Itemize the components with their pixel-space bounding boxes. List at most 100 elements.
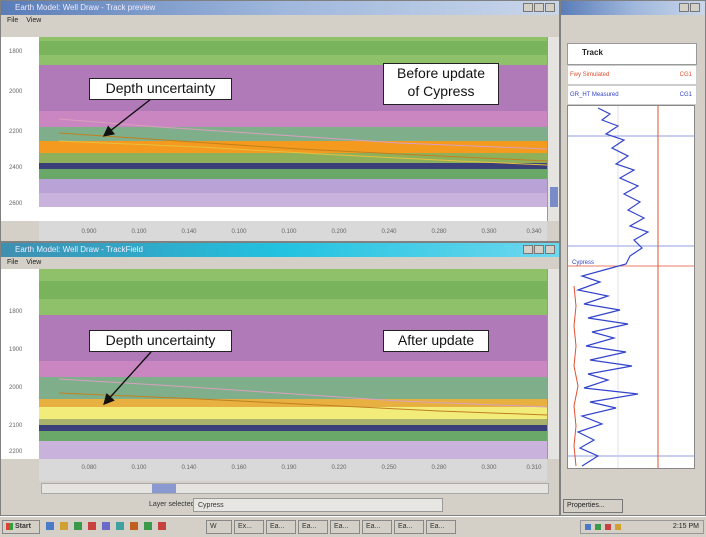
tray-icon[interactable]: [615, 524, 621, 530]
before-update-line2: of Cypress: [407, 83, 475, 99]
y-tick: 2000: [9, 385, 23, 391]
windows-logo-icon: [6, 522, 13, 530]
maximize-button[interactable]: [690, 3, 700, 12]
layer-band: [39, 179, 547, 193]
bottom-vertical-scrollbar[interactable]: [547, 269, 559, 459]
y-tick: 2400: [9, 165, 23, 171]
layer-band: [39, 193, 547, 207]
system-tray: 2:15 PM: [580, 520, 704, 534]
before-update-line1: Before update: [397, 65, 485, 81]
cypress-marker-label: Cypress: [572, 260, 595, 266]
track-header: Track: [567, 43, 697, 65]
menu-file[interactable]: File: [7, 17, 19, 24]
track-row-measured-value: CG1: [679, 92, 692, 98]
menu-file[interactable]: File: [7, 259, 19, 266]
taskbar-button[interactable]: Ea...: [298, 520, 328, 534]
taskbar-button[interactable]: Ea...: [266, 520, 296, 534]
scroll-thumb[interactable]: [152, 484, 176, 493]
bottom-window: Earth Model: Well Draw - TrackField File…: [0, 242, 560, 516]
layer-status-field[interactable]: Cypress: [193, 498, 443, 512]
log-track[interactable]: Cypress: [567, 105, 695, 469]
start-button[interactable]: Start: [2, 520, 40, 534]
app-icon[interactable]: [158, 522, 166, 530]
track-row-measured[interactable]: GR_HT Measured CG1: [567, 85, 697, 105]
uncertainty-arrow: [102, 98, 152, 137]
uncertainty-arrow: [103, 351, 152, 406]
tray-icon[interactable]: [595, 524, 601, 530]
app-icon[interactable]: [102, 522, 110, 530]
app-icon[interactable]: [74, 522, 82, 530]
taskbar-button[interactable]: W: [206, 520, 232, 534]
y-tick: 1900: [9, 347, 23, 353]
x-tick: 0.140: [181, 229, 197, 235]
close-button[interactable]: [545, 245, 555, 254]
layer-band: [39, 163, 547, 169]
layer-band: [39, 361, 547, 377]
properties-button[interactable]: Properties...: [563, 499, 623, 513]
layer-band: [39, 207, 547, 221]
app-icon[interactable]: [130, 522, 138, 530]
bottom-window-title: Earth Model: Well Draw - TrackField: [15, 245, 143, 254]
minimize-button[interactable]: [523, 245, 533, 254]
layer-band: [39, 269, 547, 281]
taskbar-button[interactable]: Ex...: [234, 520, 264, 534]
bottom-menubar: File View: [1, 257, 559, 268]
menu-view[interactable]: View: [26, 259, 42, 266]
x-tick: 0.100: [131, 229, 147, 235]
layer-band: [39, 169, 547, 179]
layer-band: [39, 431, 547, 441]
tray-icon[interactable]: [585, 524, 591, 530]
y-tick: 2200: [9, 449, 23, 455]
top-window-titlebar[interactable]: Earth Model: Well Draw - Track preview: [1, 1, 559, 15]
taskbar-button[interactable]: Ea...: [362, 520, 392, 534]
minimize-button[interactable]: [523, 3, 533, 12]
x-tick: 0.160: [231, 465, 247, 471]
y-tick: 1800: [9, 49, 23, 55]
layer-band: [39, 127, 547, 141]
x-tick: 0.300: [481, 229, 497, 235]
app-icon[interactable]: [144, 522, 152, 530]
track-row-simulated-value: CG1: [679, 72, 692, 78]
clock[interactable]: 2:15 PM: [672, 523, 699, 530]
x-tick: 0.250: [381, 465, 397, 471]
app-icon[interactable]: [60, 522, 68, 530]
app-icon[interactable]: [116, 522, 124, 530]
layer-band: [39, 399, 547, 407]
top-window: Earth Model: Well Draw - Track preview F…: [0, 0, 560, 242]
maximize-button[interactable]: [534, 245, 544, 254]
bottom-horizontal-scrollbar[interactable]: [41, 483, 549, 494]
menu-view[interactable]: View: [26, 17, 42, 24]
taskbar-button[interactable]: Ea...: [330, 520, 360, 534]
layer-status-row: Layer selected: Cypress: [1, 495, 559, 515]
quick-launch-icons: [46, 522, 196, 532]
track-panel-titlebar[interactable]: [561, 1, 705, 15]
layer-band: [39, 441, 547, 459]
taskbar-button[interactable]: Ea...: [426, 520, 456, 534]
x-tick: 0.190: [281, 465, 297, 471]
log-curves: [568, 106, 694, 468]
maximize-button[interactable]: [534, 3, 544, 12]
minimize-button[interactable]: [679, 3, 689, 12]
scroll-thumb[interactable]: [550, 187, 558, 207]
after-update-callout: After update: [383, 330, 489, 352]
app-icon[interactable]: [46, 522, 54, 530]
x-tick: 0.300: [481, 465, 497, 471]
y-tick: 2600: [9, 201, 23, 207]
horizon-lines: [58, 378, 547, 416]
app-icon[interactable]: [88, 522, 96, 530]
close-button[interactable]: [545, 3, 555, 12]
tray-icon[interactable]: [605, 524, 611, 530]
track-row-simulated[interactable]: Fwy Simulated CG1: [567, 65, 697, 85]
x-tick: 0.240: [381, 229, 397, 235]
x-tick: 0.100: [131, 465, 147, 471]
bottom-window-titlebar[interactable]: Earth Model: Well Draw - TrackField: [1, 243, 559, 257]
top-vertical-scrollbar[interactable]: [547, 37, 559, 221]
taskbar: Start W Ex... Ea... Ea... Ea... Ea... Ea…: [0, 516, 706, 537]
x-tick: 0.340: [526, 229, 542, 235]
layer-band: [39, 281, 547, 299]
taskbar-button[interactable]: Ea...: [394, 520, 424, 534]
top-x-axis: 0.900 0.100 0.140 0.100 0.100 0.200 0.24…: [39, 221, 547, 241]
layer-band: [39, 419, 547, 425]
bottom-x-axis: 0.080 0.100 0.140 0.160 0.190 0.220 0.25…: [39, 459, 547, 481]
x-tick: 0.100: [231, 229, 247, 235]
